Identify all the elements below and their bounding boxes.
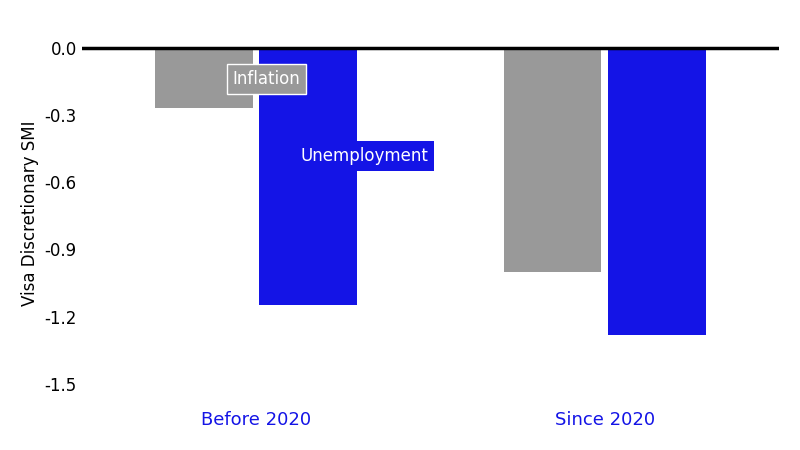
Y-axis label: Visa Discretionary SMI: Visa Discretionary SMI xyxy=(21,121,39,306)
Text: Inflation: Inflation xyxy=(233,70,300,88)
Bar xyxy=(608,48,706,335)
Text: Unemployment: Unemployment xyxy=(300,147,428,165)
Bar xyxy=(504,48,602,272)
Bar xyxy=(155,48,253,108)
Bar xyxy=(259,48,357,306)
